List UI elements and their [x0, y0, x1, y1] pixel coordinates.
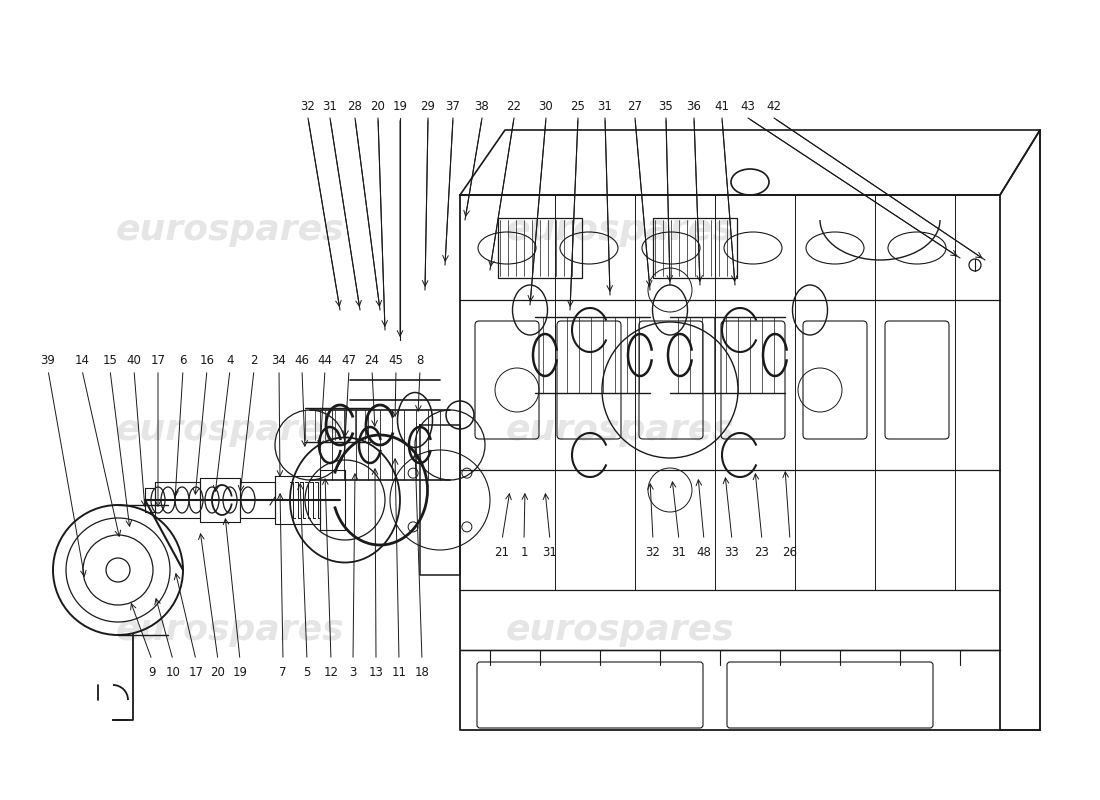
- Text: 44: 44: [318, 354, 332, 366]
- Text: 12: 12: [323, 666, 339, 678]
- Text: 28: 28: [348, 99, 362, 113]
- Text: 32: 32: [300, 99, 316, 113]
- Text: 26: 26: [782, 546, 797, 558]
- Text: 31: 31: [322, 99, 338, 113]
- Text: 17: 17: [151, 354, 165, 366]
- Text: 30: 30: [539, 99, 553, 113]
- Text: 48: 48: [696, 546, 712, 558]
- Text: 32: 32: [646, 546, 660, 558]
- Text: 5: 5: [304, 666, 310, 678]
- Text: eurospares: eurospares: [506, 213, 735, 247]
- Text: 18: 18: [415, 666, 429, 678]
- Text: 25: 25: [571, 99, 585, 113]
- Text: 29: 29: [420, 99, 436, 113]
- Text: 2: 2: [251, 354, 257, 366]
- Text: 35: 35: [659, 99, 673, 113]
- Text: 38: 38: [474, 99, 490, 113]
- Text: 27: 27: [627, 99, 642, 113]
- Text: 34: 34: [272, 354, 286, 366]
- Text: 6: 6: [179, 354, 187, 366]
- Text: eurospares: eurospares: [506, 613, 735, 647]
- Text: 10: 10: [166, 666, 180, 678]
- Text: 41: 41: [715, 99, 729, 113]
- Text: 4: 4: [227, 354, 233, 366]
- Text: 15: 15: [102, 354, 118, 366]
- Text: eurospares: eurospares: [116, 613, 344, 647]
- Text: 3: 3: [350, 666, 356, 678]
- Text: 31: 31: [542, 546, 558, 558]
- Text: 31: 31: [672, 546, 686, 558]
- Text: 22: 22: [506, 99, 521, 113]
- Text: 46: 46: [295, 354, 309, 366]
- Text: 36: 36: [686, 99, 702, 113]
- Text: 21: 21: [495, 546, 509, 558]
- Text: eurospares: eurospares: [506, 413, 735, 447]
- Text: 11: 11: [392, 666, 407, 678]
- Text: 39: 39: [41, 354, 55, 366]
- Text: 45: 45: [388, 354, 404, 366]
- Text: 23: 23: [755, 546, 769, 558]
- Bar: [653, 218, 737, 278]
- Text: 13: 13: [368, 666, 384, 678]
- Text: 17: 17: [188, 666, 204, 678]
- Text: 20: 20: [210, 666, 225, 678]
- Text: 1: 1: [520, 546, 528, 558]
- Text: 19: 19: [393, 99, 407, 113]
- Text: 43: 43: [740, 99, 756, 113]
- Text: 47: 47: [341, 354, 356, 366]
- Bar: [498, 218, 582, 278]
- Text: 14: 14: [75, 354, 89, 366]
- Text: 31: 31: [597, 99, 613, 113]
- Text: 19: 19: [232, 666, 248, 678]
- Text: 24: 24: [364, 354, 380, 366]
- Text: eurospares: eurospares: [116, 213, 344, 247]
- Text: 42: 42: [767, 99, 781, 113]
- Text: eurospares: eurospares: [116, 413, 344, 447]
- Text: 8: 8: [416, 354, 424, 366]
- Text: 16: 16: [199, 354, 214, 366]
- Text: 7: 7: [279, 666, 287, 678]
- Text: 9: 9: [148, 666, 156, 678]
- Text: 33: 33: [725, 546, 739, 558]
- Text: 37: 37: [446, 99, 461, 113]
- Text: 40: 40: [126, 354, 142, 366]
- Text: 20: 20: [371, 99, 385, 113]
